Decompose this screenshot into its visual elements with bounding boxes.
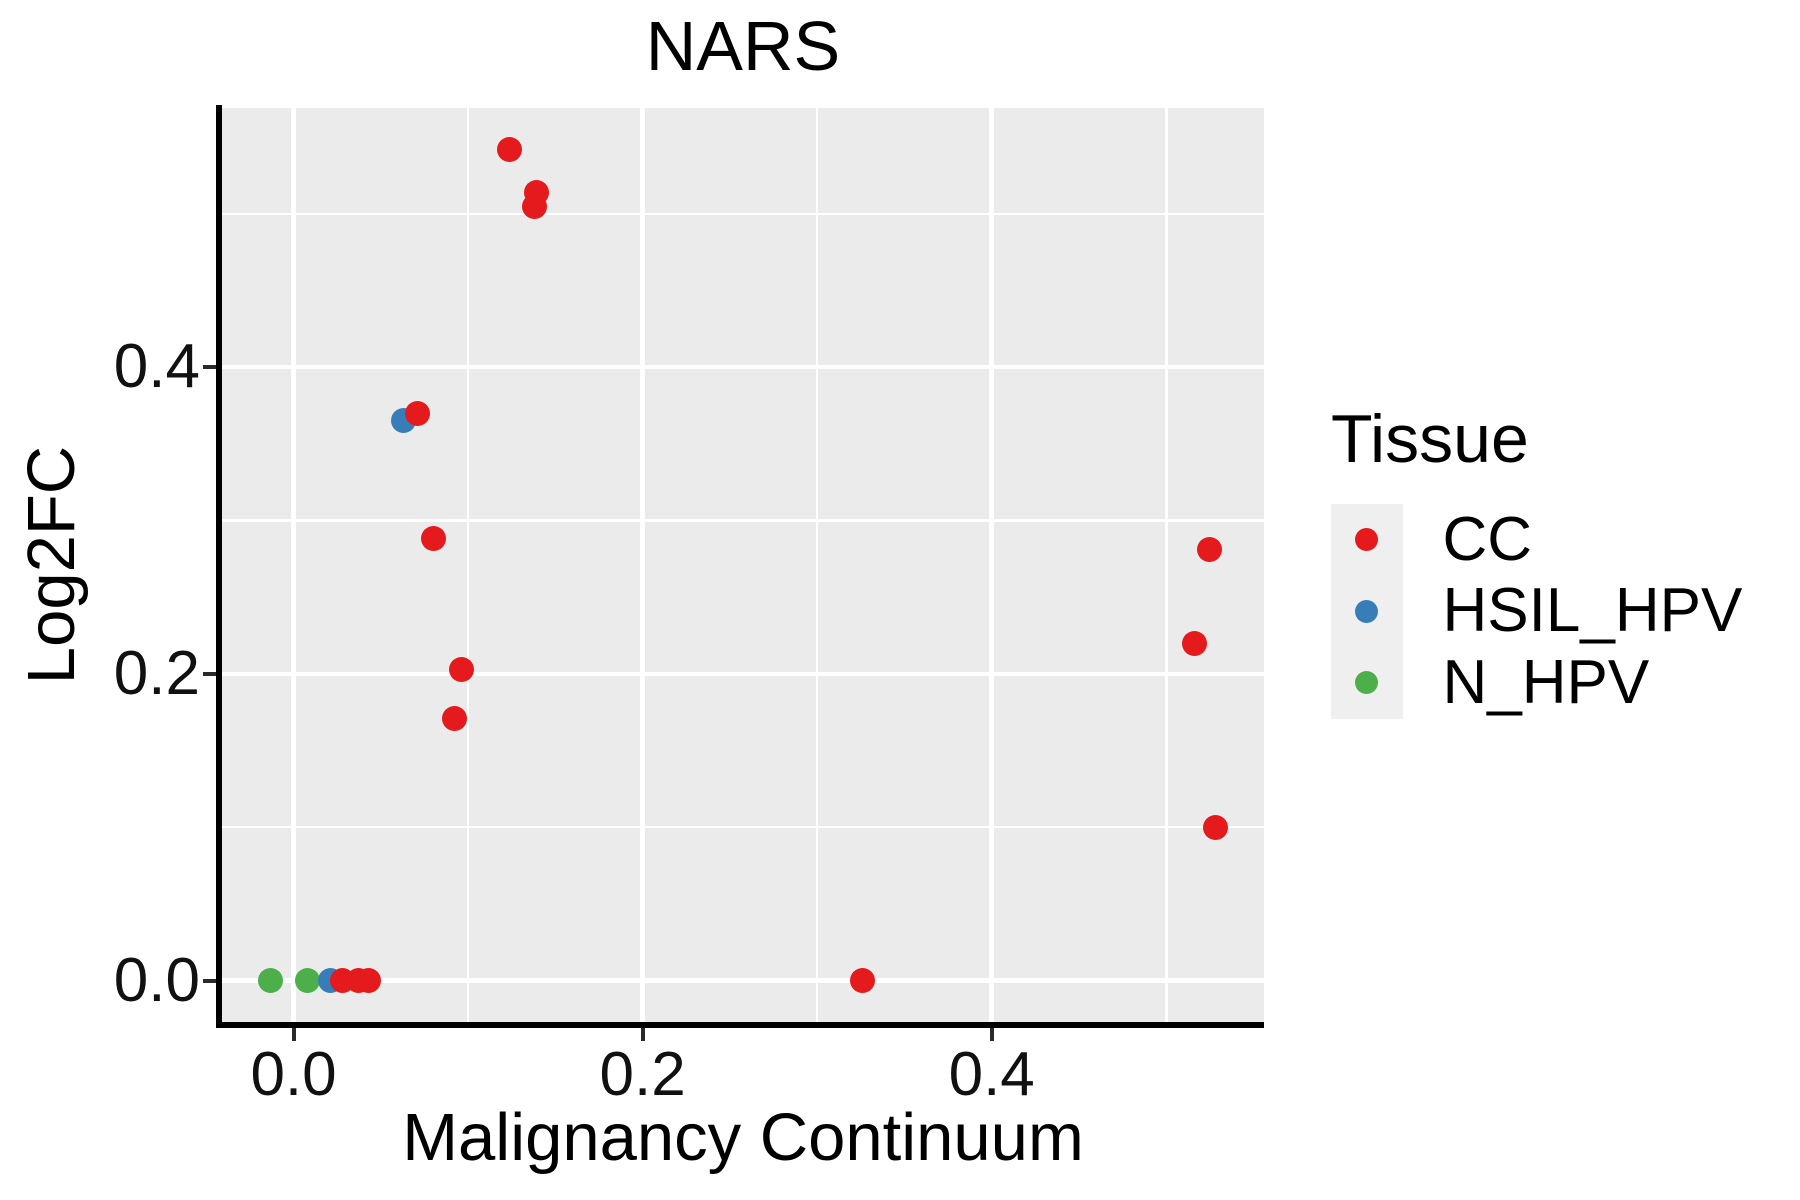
legend-swatch-dot bbox=[1355, 671, 1379, 695]
data-point-CC bbox=[497, 136, 523, 162]
y-axis-tick bbox=[203, 978, 216, 983]
plot-panel bbox=[222, 108, 1264, 1022]
legend-swatch-dot bbox=[1355, 528, 1379, 552]
minor-gridline-horizontal bbox=[222, 825, 1264, 829]
data-point-CC bbox=[404, 400, 430, 426]
y-axis-tick bbox=[203, 365, 216, 370]
y-tick-label: 0.4 bbox=[113, 332, 200, 402]
legend-key bbox=[1331, 504, 1403, 576]
y-axis-tick bbox=[203, 671, 216, 676]
legend-entry-label: HSIL_HPV bbox=[1442, 576, 1743, 646]
chart-title: NARS bbox=[645, 7, 841, 85]
legend-entry: HSIL_HPV bbox=[1331, 575, 1743, 647]
minor-gridline-vertical bbox=[1165, 108, 1168, 1022]
x-axis-tick bbox=[291, 1028, 296, 1041]
legend-key bbox=[1331, 575, 1403, 647]
data-point-CC bbox=[420, 526, 446, 552]
data-point-CC bbox=[1181, 630, 1207, 656]
major-gridline-vertical bbox=[989, 108, 994, 1022]
data-point-CC bbox=[521, 193, 547, 219]
data-point-CC bbox=[1202, 814, 1228, 840]
legend-swatch-dot bbox=[1355, 599, 1379, 623]
major-gridline-vertical bbox=[291, 108, 296, 1022]
legend-entry-label: N_HPV bbox=[1442, 647, 1650, 717]
data-point-CC bbox=[850, 968, 876, 994]
x-tick-label: 0.4 bbox=[948, 1040, 1035, 1109]
legend-entries: CC HSIL_HPV N_HPV bbox=[1331, 504, 1742, 719]
minor-gridline-vertical bbox=[815, 108, 819, 1022]
legend-entry: N_HPV bbox=[1331, 647, 1742, 719]
y-tick-label: 0.0 bbox=[113, 945, 200, 1015]
x-axis-line bbox=[216, 1022, 1264, 1028]
major-gridline-vertical bbox=[640, 108, 645, 1022]
x-axis-tick bbox=[640, 1028, 645, 1041]
y-axis-title: Log2FC bbox=[14, 445, 89, 685]
data-point-N_HPV bbox=[258, 968, 284, 994]
legend-title: Tissue bbox=[1331, 401, 1529, 477]
x-tick-label: 0.0 bbox=[250, 1040, 337, 1109]
x-axis-title: Malignancy Continuum bbox=[402, 1100, 1084, 1175]
data-point-N_HPV bbox=[295, 968, 321, 994]
legend-key bbox=[1331, 647, 1403, 719]
legend-entry-label: CC bbox=[1442, 504, 1533, 574]
major-gridline-horizontal bbox=[222, 671, 1264, 677]
major-gridline-horizontal bbox=[222, 978, 1264, 983]
legend-entry: CC bbox=[1331, 504, 1742, 576]
minor-gridline-horizontal bbox=[222, 212, 1264, 216]
major-gridline-horizontal bbox=[222, 364, 1264, 370]
x-axis-tick bbox=[989, 1028, 994, 1041]
minor-gridline-horizontal bbox=[222, 519, 1264, 522]
y-tick-label: 0.2 bbox=[113, 638, 200, 708]
y-axis-line bbox=[216, 105, 222, 1028]
data-point-CC bbox=[1197, 537, 1223, 563]
minor-gridline-vertical bbox=[466, 108, 470, 1022]
data-point-CC bbox=[448, 656, 474, 682]
data-point-CC bbox=[441, 705, 467, 731]
x-tick-label: 0.2 bbox=[599, 1040, 686, 1109]
legend: Tissue CC HSIL_HPV N_HPV bbox=[1331, 402, 1742, 719]
data-point-CC bbox=[356, 968, 382, 994]
